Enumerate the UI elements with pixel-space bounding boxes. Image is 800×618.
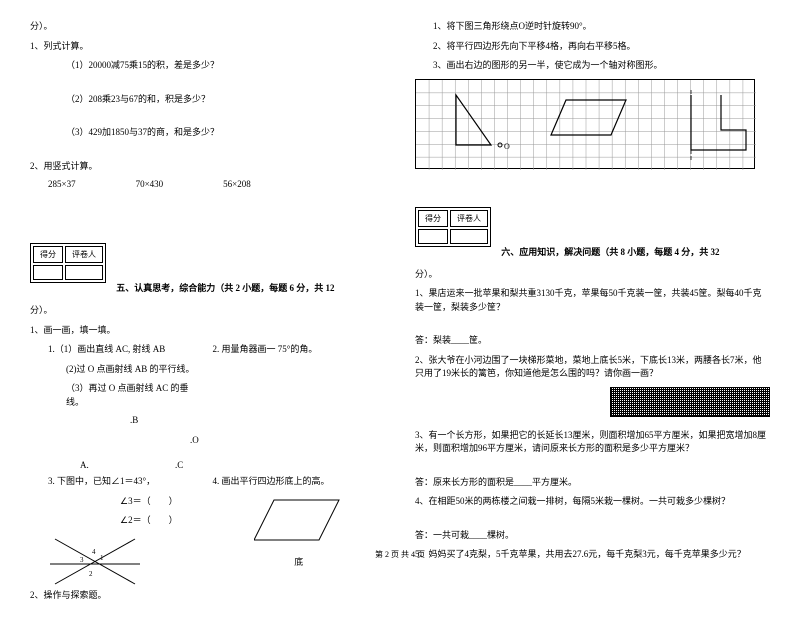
score-table-r: 得分评卷人 (415, 207, 491, 247)
r-q1a: 答：梨装____筐。 (415, 334, 770, 348)
r-q3: 3、有一个长方形，如果把它的长延长13厘米，则面积增加65平方厘米，如果把宽增加… (415, 429, 770, 456)
left-column: 分）。 1、列式计算。 （1）20000减75乘15的积，差是多少？ （2）20… (30, 20, 385, 608)
s5-1-3: （3）再过 O 点画射线 AC 的垂线。 (30, 382, 203, 409)
q2-items: 285×37 70×430 56×208 (30, 179, 385, 189)
s5-two-col: 1.（1）画出直线 AC, 射线 AB (2)过 O 点画射线 AB 的平行线。… (30, 343, 385, 415)
fence-figure (610, 387, 770, 417)
point-c: .C (175, 460, 183, 470)
r-t1: 1、将下图三角形绕点O逆时针旋转90°。 (415, 20, 770, 34)
calc-2: 70×430 (136, 179, 164, 189)
r-q3a: 答：原来长方形的面积是____平方厘米。 (415, 476, 770, 490)
point-b: .B (130, 415, 138, 425)
s5-row2: 3. 下图中，已知∠1＝43°， ∠3＝（ ） ∠2＝（ ） 1 2 3 4 4… (30, 475, 385, 589)
grid-figure: O (415, 79, 755, 169)
angle-figure: 1 2 3 4 (50, 534, 140, 589)
svg-text:O: O (504, 142, 510, 151)
r-q4a: 答：一共可栽____棵树。 (415, 529, 770, 543)
score-right: 评卷人 (65, 246, 103, 263)
s5-1-right: 2. 用量角器画一 75°的角。 (213, 343, 386, 357)
s5-3a: ∠3＝（ ） (30, 495, 203, 509)
s5-4: 4. 画出平行四边形底上的高。 (213, 475, 386, 489)
right-column: 1、将下图三角形绕点O逆时针旋转90°。 2、将平行四边形先向下平移4格，再向右… (415, 20, 770, 608)
s5-q1: 1、画一画，填一填。 (30, 324, 385, 338)
svg-text:2: 2 (89, 570, 93, 578)
r-q4: 4、在相距50米的两栋楼之间栽一排树，每隔5米栽一棵树。一共可栽多少棵树？ (415, 495, 770, 509)
score-right-r: 评卷人 (450, 210, 488, 227)
point-a: A. (80, 460, 89, 470)
s5-1-2: (2)过 O 点画射线 AB 的平行线。 (30, 363, 203, 377)
s5-3: 3. 下图中，已知∠1＝43°， (30, 475, 203, 489)
page-footer: 第 2 页 共 4 页 (0, 549, 800, 560)
calc-1: 285×37 (48, 179, 76, 189)
q1-item-1: （1）20000减75乘15的积，差是多少？ (30, 59, 385, 73)
q1-item-2: （2）208乘23与67的和，积是多少？ (30, 93, 385, 107)
score-suffix: 分）。 (30, 20, 385, 34)
section5-title: 五、认真思考，综合能力（共 2 小题，每题 6 分，共 12 (116, 281, 334, 294)
points-figure: .B .O A. .C (80, 415, 385, 475)
calc-3: 56×208 (223, 179, 251, 189)
s5-3b: ∠2＝（ ） (30, 514, 203, 528)
section5-suffix: 分）。 (30, 304, 385, 318)
s5-1-1: 1.（1）画出直线 AC, 射线 AB (30, 343, 203, 357)
score-table: 得分评卷人 (30, 243, 106, 283)
q1-title: 1、列式计算。 (30, 40, 385, 54)
r-q1: 1、果店运来一批苹果和梨共重3130千克，苹果每50千克装一筐，共装45筐。梨每… (415, 287, 770, 314)
parallelogram-figure (254, 495, 344, 550)
r-t2: 2、将平行四边形先向下平移4格，再向右平移5格。 (415, 40, 770, 54)
s5-q2: 2、操作与探索题。 (30, 589, 385, 603)
section6-suffix: 分）。 (415, 268, 770, 282)
score-left: 得分 (33, 246, 63, 263)
score-left-r: 得分 (418, 210, 448, 227)
q2-title: 2、用竖式计算。 (30, 160, 385, 174)
q1-item-3: （3）429加1850与37的商，和是多少？ (30, 126, 385, 140)
point-o: .O (190, 435, 199, 445)
r-q2: 2、张大爷在小河边围了一块梯形菜地，菜地上底长5米，下底长13米，两腰各长7米，… (415, 354, 770, 381)
r-t3: 3、画出右边的图形的另一半，使它成为一个轴对称图形。 (415, 59, 770, 73)
section6-title: 六、应用知识，解决问题（共 8 小题，每题 4 分，共 32 (501, 245, 719, 258)
